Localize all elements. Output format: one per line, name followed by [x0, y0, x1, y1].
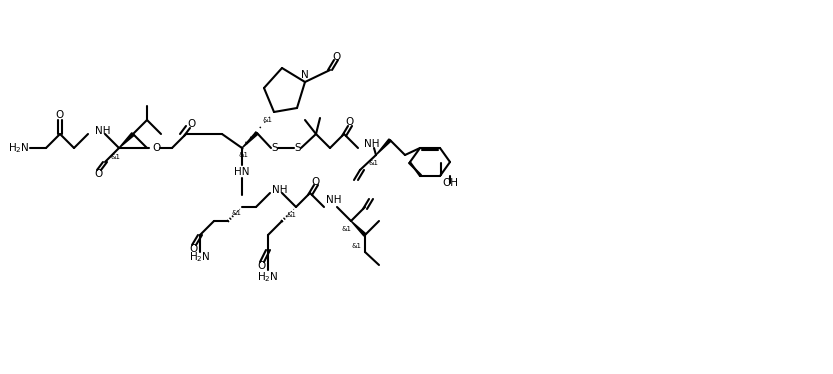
Text: &1: &1 — [352, 243, 362, 249]
Polygon shape — [376, 139, 392, 155]
Text: O: O — [95, 169, 103, 179]
Text: HN: HN — [234, 167, 250, 177]
Text: &1: &1 — [232, 210, 242, 216]
Text: NH: NH — [364, 139, 380, 149]
Polygon shape — [351, 221, 366, 236]
Text: H$_2$N: H$_2$N — [257, 270, 279, 284]
Text: &1: &1 — [369, 160, 379, 166]
Text: H$_2$N: H$_2$N — [189, 250, 211, 264]
Polygon shape — [119, 133, 134, 148]
Text: &1: &1 — [287, 212, 297, 218]
Text: &1: &1 — [111, 154, 121, 160]
Polygon shape — [242, 132, 258, 148]
Text: &1: &1 — [239, 152, 249, 158]
Text: &1: &1 — [263, 117, 273, 123]
Text: S: S — [272, 143, 278, 153]
Text: NH: NH — [95, 126, 111, 136]
Text: NH: NH — [326, 195, 342, 205]
Text: O: O — [190, 244, 198, 254]
Text: &1: &1 — [342, 226, 352, 232]
Text: O: O — [188, 119, 196, 129]
Text: H$_2$N: H$_2$N — [8, 141, 30, 155]
Text: N: N — [301, 70, 309, 80]
Text: OH: OH — [442, 178, 458, 188]
Text: O: O — [56, 110, 64, 120]
Text: O: O — [312, 177, 320, 187]
Text: S: S — [295, 143, 302, 153]
Text: O: O — [346, 117, 354, 127]
Text: NH: NH — [272, 185, 287, 195]
Text: O: O — [333, 52, 342, 62]
Text: O: O — [152, 143, 160, 153]
Text: O: O — [258, 261, 266, 271]
